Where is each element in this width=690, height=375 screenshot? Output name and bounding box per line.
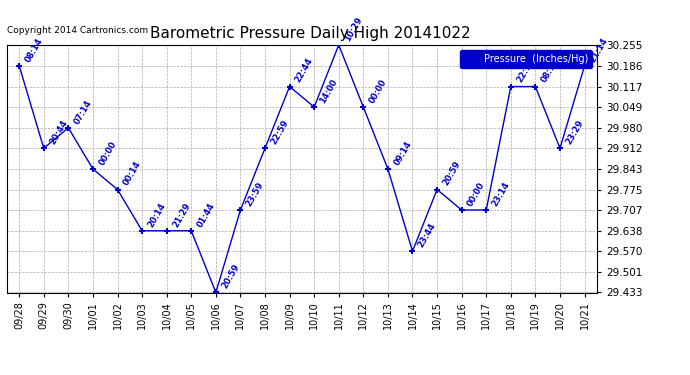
Text: 20:44: 20:44 bbox=[48, 118, 69, 146]
Text: 21:29: 21:29 bbox=[171, 201, 192, 229]
Text: 00:00: 00:00 bbox=[368, 78, 388, 105]
Text: 14:00: 14:00 bbox=[318, 77, 339, 105]
Text: 23:29: 23:29 bbox=[564, 118, 585, 146]
Text: 08:14: 08:14 bbox=[23, 36, 44, 64]
Text: 23:59: 23:59 bbox=[244, 180, 266, 208]
Text: Copyright 2014 Cartronics.com: Copyright 2014 Cartronics.com bbox=[7, 26, 148, 35]
Text: 00:14: 00:14 bbox=[121, 160, 143, 188]
Text: 20:59: 20:59 bbox=[220, 263, 241, 290]
Text: 23:14: 23:14 bbox=[491, 180, 511, 208]
Text: 07:14: 07:14 bbox=[72, 98, 94, 126]
Text: 09:14: 09:14 bbox=[392, 140, 413, 167]
Text: 21:14: 21:14 bbox=[589, 36, 610, 64]
Text: 22:44: 22:44 bbox=[294, 57, 315, 84]
Text: 20:59: 20:59 bbox=[441, 160, 462, 188]
Text: 23:44: 23:44 bbox=[417, 221, 438, 249]
Legend: Pressure  (Inches/Hg): Pressure (Inches/Hg) bbox=[460, 50, 592, 68]
Text: Barometric Pressure Daily High 20141022: Barometric Pressure Daily High 20141022 bbox=[150, 26, 471, 41]
Text: 08:14: 08:14 bbox=[540, 57, 561, 84]
Text: 00:00: 00:00 bbox=[97, 140, 118, 167]
Text: 20:14: 20:14 bbox=[146, 201, 168, 229]
Text: 01:44: 01:44 bbox=[195, 201, 217, 229]
Text: 00:00: 00:00 bbox=[466, 180, 487, 208]
Text: 22:14: 22:14 bbox=[515, 57, 536, 84]
Text: 10:29: 10:29 bbox=[343, 15, 364, 43]
Text: 22:59: 22:59 bbox=[269, 118, 290, 146]
